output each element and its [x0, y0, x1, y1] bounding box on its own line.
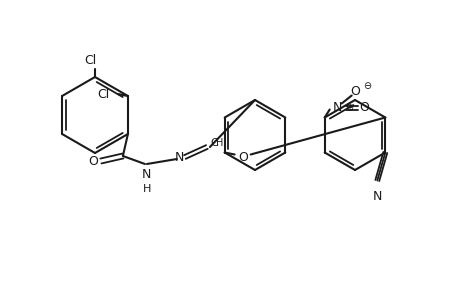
Text: ⊖: ⊖ — [362, 80, 370, 91]
Text: ⊕: ⊕ — [344, 103, 352, 112]
Text: O: O — [237, 151, 247, 164]
Text: O: O — [359, 101, 369, 114]
Text: O: O — [349, 85, 359, 98]
Text: Cl: Cl — [84, 54, 96, 67]
Text: N: N — [332, 101, 341, 114]
Text: C: C — [209, 138, 217, 148]
Text: H: H — [142, 184, 151, 194]
Text: N: N — [175, 151, 184, 164]
Text: H: H — [215, 138, 223, 148]
Text: N: N — [372, 190, 381, 203]
Text: N: N — [142, 167, 151, 181]
Text: O: O — [88, 154, 98, 167]
Text: Cl: Cl — [97, 88, 110, 100]
